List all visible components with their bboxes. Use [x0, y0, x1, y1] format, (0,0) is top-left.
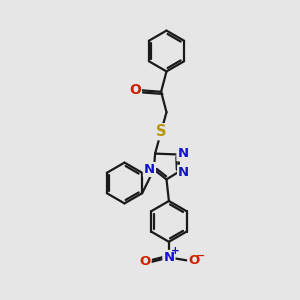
- Text: N: N: [177, 147, 189, 161]
- Text: N: N: [144, 163, 155, 176]
- Text: O: O: [129, 83, 141, 97]
- Text: N: N: [163, 251, 175, 264]
- Text: −: −: [196, 251, 206, 261]
- Text: O: O: [139, 255, 151, 268]
- Text: +: +: [170, 246, 179, 256]
- Text: S: S: [156, 124, 166, 139]
- Text: O: O: [188, 254, 200, 267]
- Text: N: N: [178, 166, 189, 179]
